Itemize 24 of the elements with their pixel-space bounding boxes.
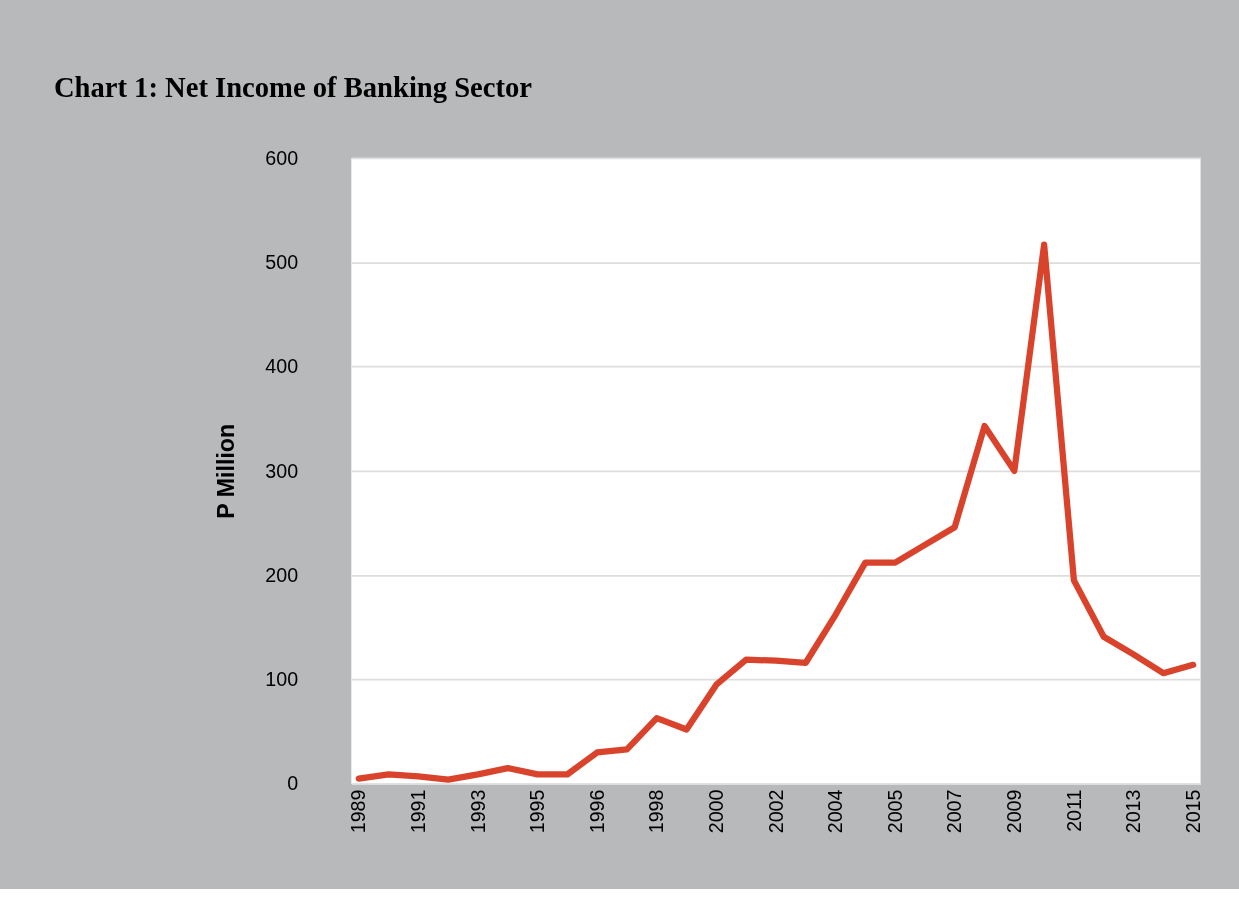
x-tick-label: 1995 <box>526 789 549 834</box>
x-tick-label: 2005 <box>883 789 906 834</box>
x-tick-label: 1996 <box>585 789 608 834</box>
x-tick-label: 2013 <box>1122 789 1145 834</box>
x-tick-label: 2000 <box>705 789 728 834</box>
x-tick-label: 2004 <box>824 789 847 834</box>
y-tick-label: 200 <box>265 563 299 586</box>
y-tick-label: 100 <box>265 668 299 691</box>
y-tick-label: 600 <box>265 146 299 169</box>
x-tick-label: 1989 <box>347 789 370 834</box>
x-tick-label: 1998 <box>645 789 668 834</box>
y-tick-label: 500 <box>265 250 299 273</box>
x-tick-label: 1991 <box>407 789 430 834</box>
x-tick-label: 2007 <box>943 789 966 834</box>
x-tick-label: 2011 <box>1062 789 1085 832</box>
y-tick-label: 0 <box>287 772 299 795</box>
chart-title: Chart 1: Net Income of Banking Sector <box>53 72 533 104</box>
y-tick-label: 400 <box>265 355 299 378</box>
x-tick-label: 1993 <box>466 789 489 834</box>
x-tick-label: 2015 <box>1181 789 1204 834</box>
x-tick-label: 2009 <box>1003 789 1026 834</box>
x-tick-label: 2002 <box>764 789 787 834</box>
y-tick-label: 300 <box>265 459 299 482</box>
y-axis-title: P Million <box>213 423 240 519</box>
